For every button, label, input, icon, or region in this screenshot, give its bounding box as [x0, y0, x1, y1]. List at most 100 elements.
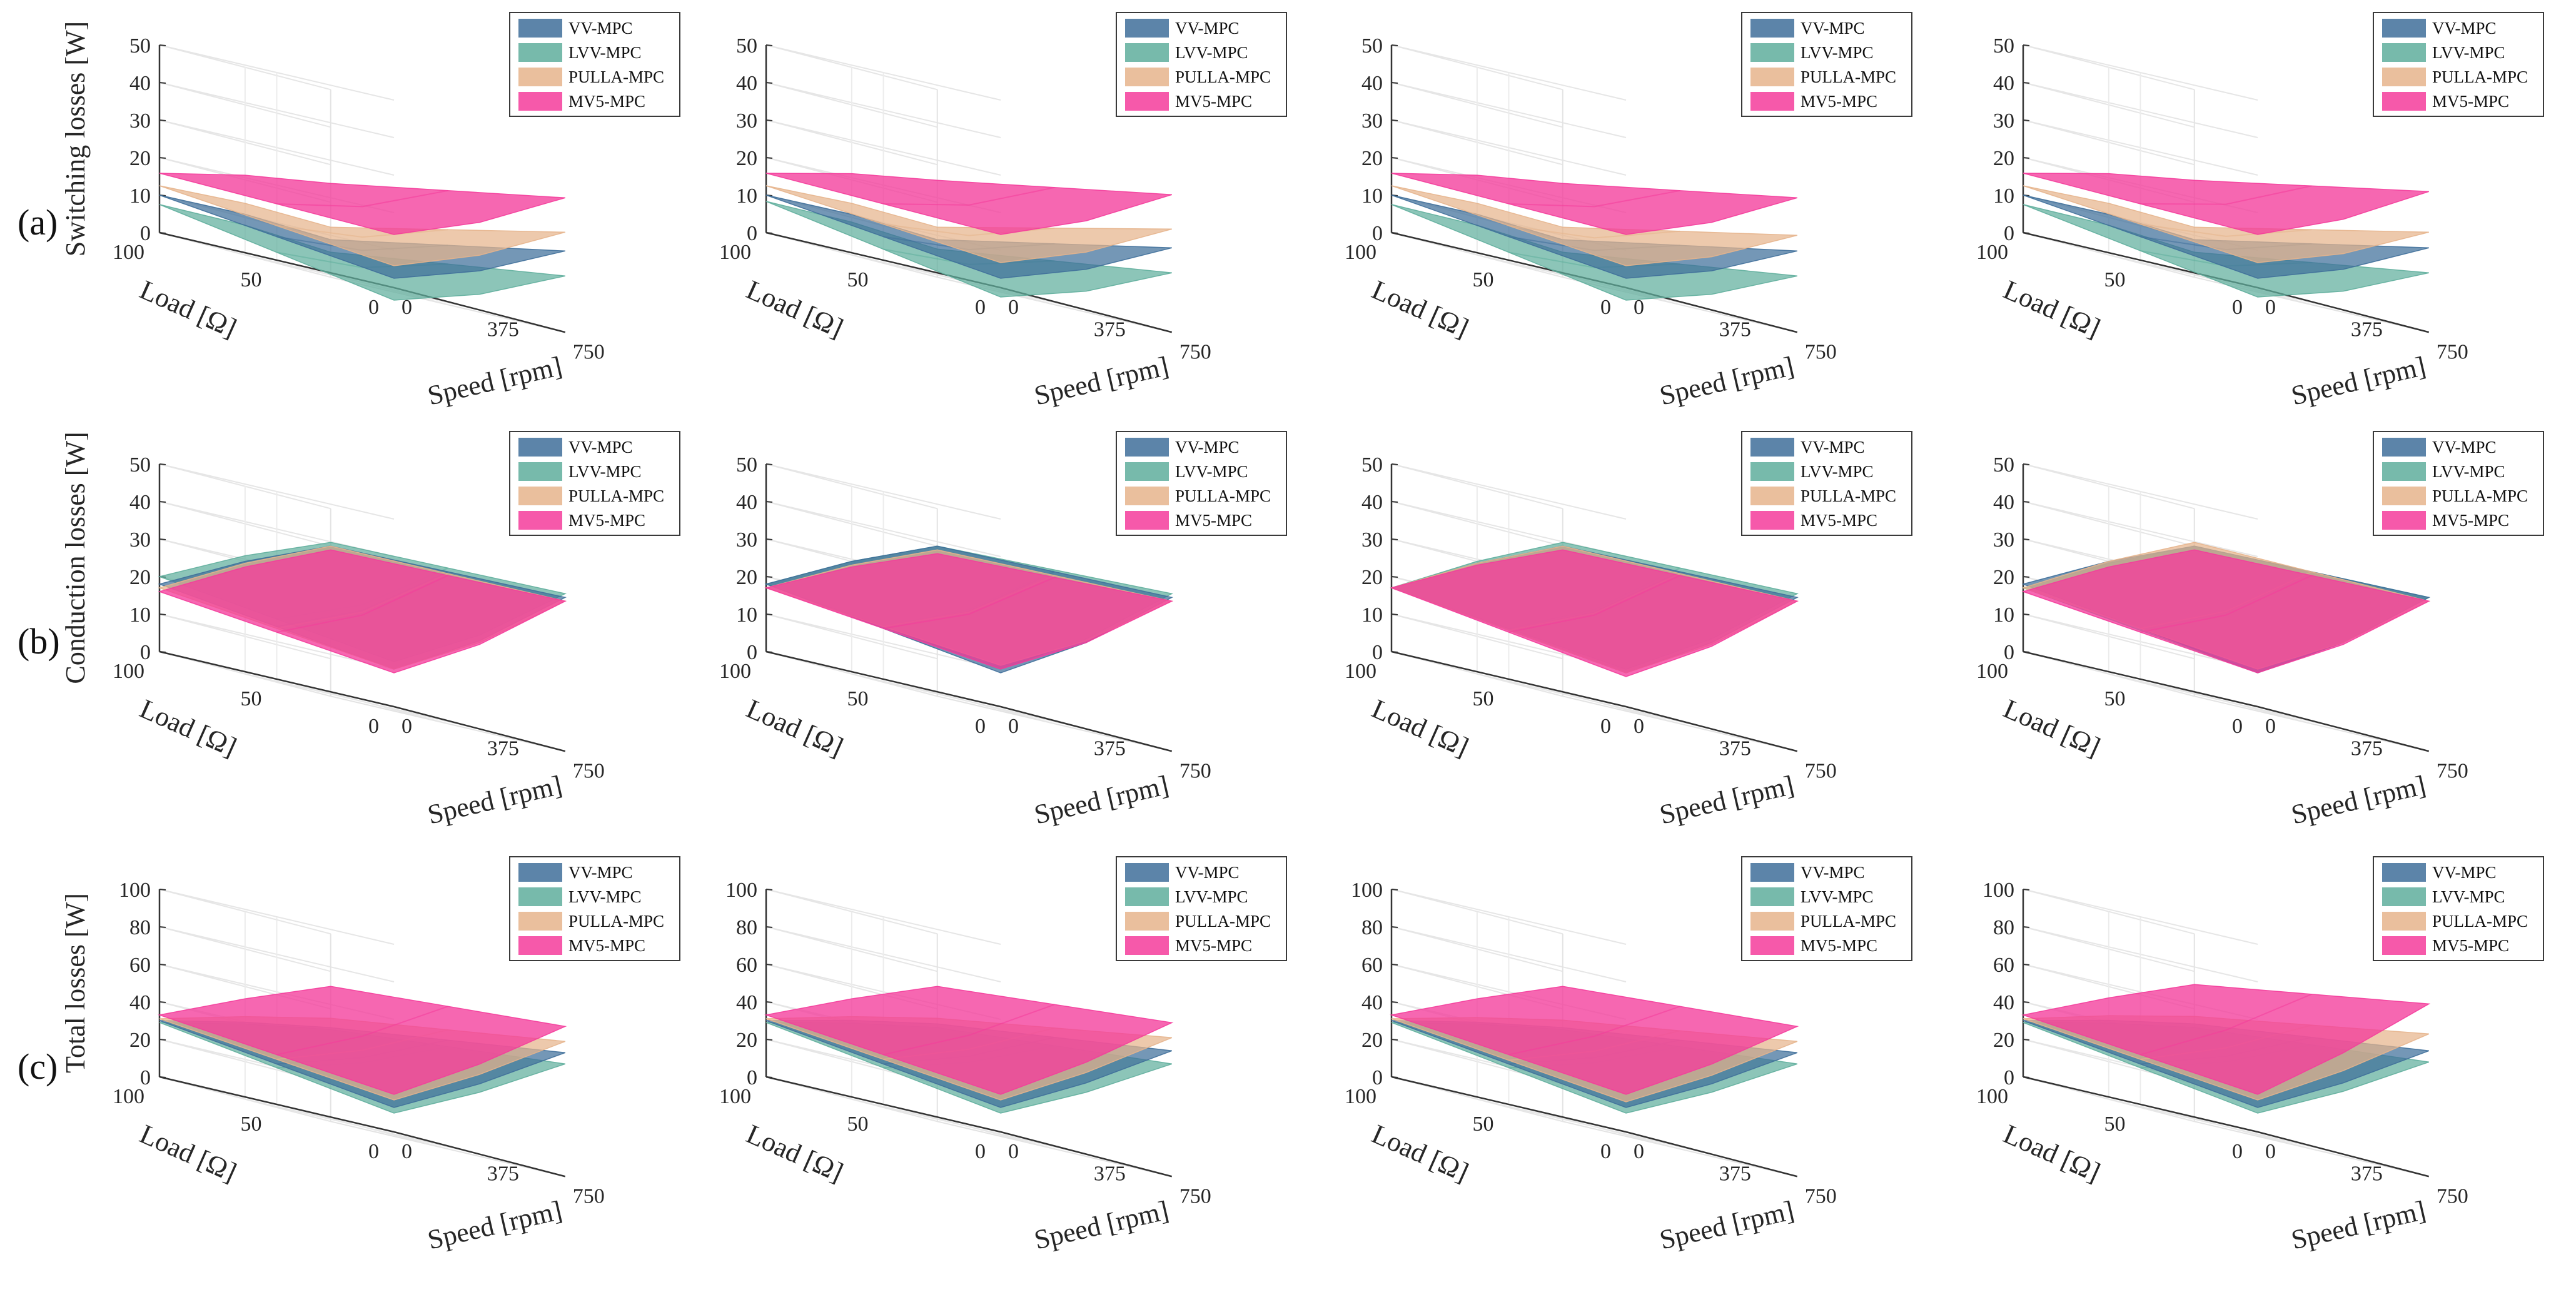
- row-label: (c): [18, 1046, 58, 1087]
- surface-pulla-mpc: [2023, 185, 2429, 263]
- x-tick-label: 750: [573, 1184, 605, 1208]
- x-tick-label: 375: [1094, 737, 1126, 760]
- legend-label: LVV-MPC: [568, 887, 642, 906]
- legend-swatch: [518, 43, 562, 62]
- z-tick-mark: [2023, 613, 2030, 615]
- y-axis-label: Load [Ω]: [1999, 1118, 2104, 1188]
- legend-label: MV5-MPC: [1801, 511, 1877, 530]
- x-axis-line: [393, 705, 566, 752]
- x-axis-label: Speed [rpm]: [2288, 770, 2428, 830]
- legend-label: MV5-MPC: [1801, 936, 1877, 955]
- y-tick-label: 50: [847, 268, 869, 291]
- y-tick-label: 0: [368, 715, 379, 738]
- z-tick-label: 10: [1361, 603, 1383, 627]
- z-tick-label: 80: [736, 916, 757, 939]
- z-tick-label: 10: [1361, 184, 1383, 208]
- legend-swatch: [1750, 487, 1794, 505]
- panel-b-4: 0 10 20 30 40 50 0 375 750 0 50 100 Speed [rpm] Load …: [1976, 431, 2544, 830]
- x-axis-label: Speed [rpm]: [1031, 1195, 1171, 1256]
- x-tick-label: 0: [402, 296, 412, 319]
- legend-swatch: [1750, 19, 1794, 38]
- y-tick-label: 100: [113, 1085, 144, 1108]
- y-tick-label: 100: [719, 660, 751, 683]
- x-tick-label: 0: [1634, 1140, 1644, 1163]
- surface-mv5-mpc: [1390, 986, 1799, 1095]
- y-tick-label: 100: [1976, 1085, 2008, 1108]
- x-tick-label: 0: [1634, 715, 1644, 738]
- z-tick-mark: [765, 463, 773, 465]
- legend-label: MV5-MPC: [1175, 936, 1252, 955]
- y-tick-label: 0: [368, 1140, 379, 1163]
- z-tick-mark: [765, 889, 773, 891]
- row-label: (b): [18, 621, 60, 662]
- legend-label: VV-MPC: [1801, 438, 1865, 457]
- legend-label: PULLA-MPC: [568, 487, 664, 505]
- legend-swatch: [1125, 912, 1169, 931]
- panel-b-3: 0 10 20 30 40 50 0 375 750 0 50 100 Speed [rpm] Load …: [1345, 431, 1912, 830]
- z-tick-label: 80: [129, 916, 151, 939]
- legend: VV-MPC LVV-MPC PULLA-MPC MV5-MPC: [2373, 431, 2544, 536]
- surface-pulla-mpc: [1391, 185, 1797, 266]
- y-tick-label: 50: [2104, 1113, 2126, 1136]
- x-tick-label: 375: [1719, 737, 1751, 760]
- z-tick-label: 50: [736, 453, 757, 477]
- surface-mv5-mpc: [158, 986, 567, 1095]
- y-tick-label: 50: [1473, 687, 1494, 710]
- legend-label: VV-MPC: [1801, 19, 1865, 38]
- legend-swatch: [518, 936, 562, 955]
- z-tick-label: 20: [736, 1029, 757, 1052]
- z-tick-label: 40: [1993, 72, 2014, 95]
- y-tick-label: 0: [2232, 715, 2243, 738]
- legend-swatch: [1125, 68, 1169, 86]
- z-tick-label: 0: [1372, 1066, 1383, 1089]
- legend: VV-MPC LVV-MPC PULLA-MPC MV5-MPC: [1116, 12, 1287, 117]
- z-axis-label: Total losses [W]: [60, 893, 91, 1073]
- z-tick-label: 20: [736, 147, 757, 170]
- z-tick-label: 20: [129, 147, 151, 170]
- x-axis-line: [393, 1131, 566, 1178]
- surface-ridge: [2140, 223, 2312, 237]
- row-label: (a): [18, 202, 58, 243]
- x-tick-label: 375: [1094, 1163, 1126, 1186]
- legend-swatch: [2382, 487, 2426, 505]
- surface-ridge: [2140, 993, 2312, 1056]
- legend-label: PULLA-MPC: [568, 912, 664, 931]
- x-axis-label: Speed [rpm]: [1031, 351, 1171, 411]
- legend-swatch: [1750, 92, 1794, 111]
- panel-b-2: 0 10 20 30 40 50 0 375 750 0 50 100 Speed [rpm] Load …: [719, 431, 1287, 830]
- y-tick-label: 100: [113, 660, 144, 683]
- y-tick-label: 50: [2104, 687, 2126, 710]
- z-tick-label: 40: [1993, 491, 2014, 514]
- legend-label: PULLA-MPC: [1801, 487, 1896, 505]
- z-tick-label: 30: [1993, 109, 2014, 133]
- y-axis-line: [159, 1076, 395, 1133]
- surface-ridge: [1508, 575, 1680, 633]
- y-axis-label: Load [Ω]: [1999, 274, 2104, 343]
- z-tick-label: 40: [1361, 991, 1383, 1014]
- x-tick-label: 375: [487, 737, 519, 760]
- z-tick-mark: [159, 44, 166, 46]
- z-tick-label: 100: [1983, 879, 2014, 902]
- y-tick-label: 50: [1473, 1113, 1494, 1136]
- z-tick-label: 30: [736, 528, 757, 552]
- x-axis-label: Speed [rpm]: [1657, 770, 1797, 830]
- z-tick-mark: [2023, 964, 2030, 966]
- legend-swatch: [518, 887, 562, 906]
- legend-swatch: [1125, 487, 1169, 505]
- x-tick-label: 750: [1805, 759, 1837, 782]
- legend-swatch: [518, 462, 562, 481]
- legend-swatch: [518, 19, 562, 38]
- x-axis-label: Speed [rpm]: [1031, 770, 1171, 830]
- y-axis-line: [2023, 1076, 2258, 1133]
- z-tick-mark: [1391, 44, 1398, 46]
- y-tick-label: 50: [847, 687, 869, 710]
- z-tick-mark: [765, 44, 773, 46]
- legend-label: VV-MPC: [568, 19, 633, 38]
- x-tick-label: 750: [1179, 759, 1211, 782]
- y-tick-label: 50: [241, 687, 262, 710]
- legend-swatch: [1125, 19, 1169, 38]
- z-tick-label: 100: [725, 879, 757, 902]
- z-tick-mark: [765, 538, 773, 540]
